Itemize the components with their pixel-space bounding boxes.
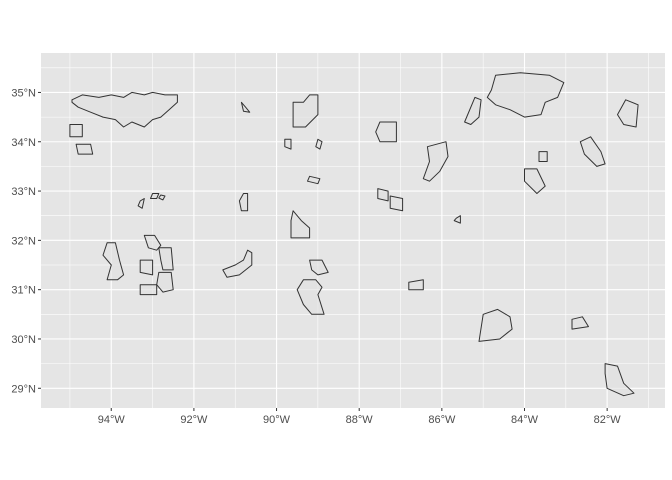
map-region — [408, 279, 424, 291]
map-region — [137, 198, 145, 209]
map-region — [453, 215, 461, 224]
map-region — [150, 193, 160, 199]
x-tick-label: 92°W — [180, 414, 208, 426]
map-region — [75, 143, 94, 155]
map-region — [296, 279, 325, 315]
map-region — [377, 188, 389, 202]
map-region — [389, 195, 404, 212]
map-region — [524, 168, 546, 194]
map-region — [307, 175, 321, 185]
map-regions — [69, 72, 639, 397]
y-tick-label: 33°N — [11, 186, 36, 198]
map-region — [69, 124, 83, 138]
map-region — [71, 91, 178, 128]
map-region — [604, 363, 635, 397]
y-tick-label: 29°N — [11, 383, 36, 395]
map-region — [464, 96, 482, 125]
x-tick-label: 94°W — [98, 414, 126, 426]
x-tick-label: 86°W — [428, 414, 456, 426]
map-region — [102, 242, 125, 281]
map-region — [139, 259, 154, 276]
map-region — [284, 138, 292, 150]
y-tick-label: 34°N — [11, 137, 36, 149]
x-tick-label: 88°W — [346, 414, 374, 426]
map-region — [486, 72, 565, 118]
map-region — [478, 308, 513, 342]
map-region — [375, 121, 397, 143]
map-region — [571, 316, 589, 330]
map-region — [238, 193, 249, 212]
map-region — [538, 151, 548, 162]
y-tick-label: 30°N — [11, 334, 36, 346]
x-axis: 94°W 92°W 90°W 88°W 86°W 84°W 82°W — [98, 408, 622, 426]
y-tick-label: 32°N — [11, 235, 36, 247]
map-region — [158, 194, 166, 201]
map-region — [579, 136, 606, 167]
map-region — [158, 247, 174, 271]
map-region — [222, 249, 253, 278]
x-tick-label: 90°W — [263, 414, 291, 426]
map-region — [156, 271, 174, 293]
map-region — [290, 210, 311, 239]
x-tick-label: 84°W — [511, 414, 539, 426]
map-region — [315, 138, 323, 150]
y-axis: 29°N 30°N 31°N 32°N 33°N 34°N 35°N — [11, 87, 41, 395]
map-region — [309, 259, 329, 276]
map-region — [240, 101, 251, 113]
map-region — [139, 284, 158, 296]
map-region — [617, 99, 639, 128]
x-tick-label: 82°W — [594, 414, 622, 426]
y-tick-label: 31°N — [11, 285, 36, 297]
map-region — [292, 94, 319, 128]
map-region — [422, 141, 449, 182]
y-tick-label: 35°N — [11, 87, 36, 99]
